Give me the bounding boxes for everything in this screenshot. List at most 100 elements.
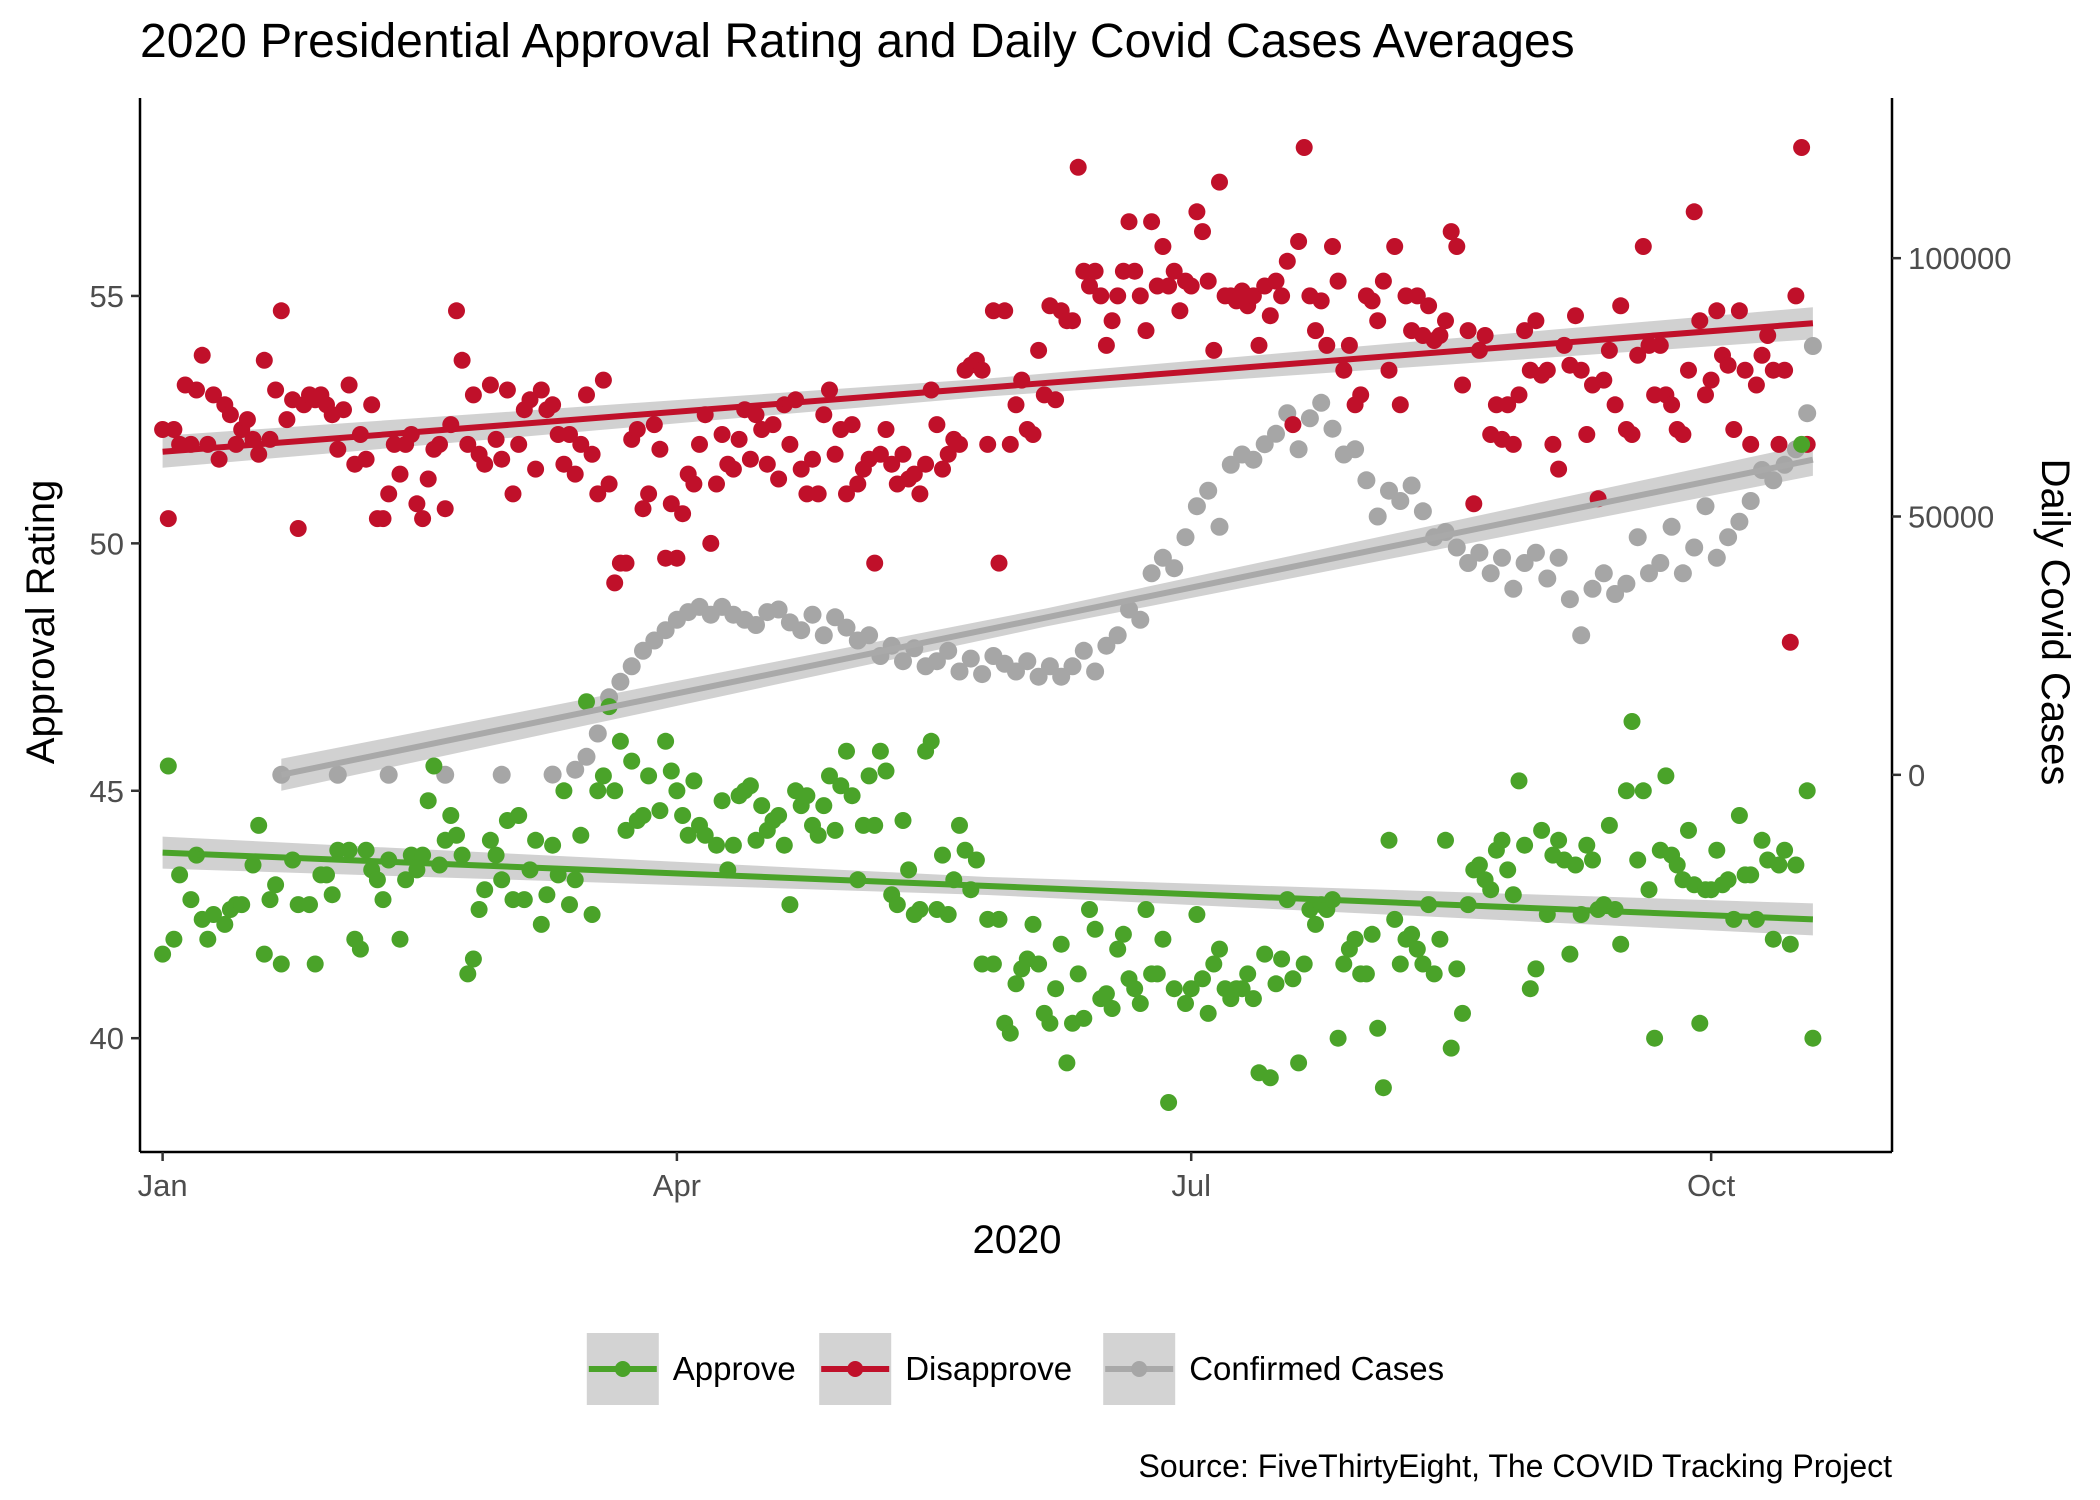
disapprove-point: [1685, 203, 1703, 221]
disapprove-point: [1047, 391, 1065, 409]
approve-point: [272, 955, 290, 973]
disapprove-point: [238, 411, 256, 429]
approve-point: [1148, 965, 1166, 983]
confirmed-cases-point: [837, 618, 856, 637]
confirmed-cases-point: [792, 621, 811, 640]
approve-point: [1578, 836, 1596, 854]
approve-point: [984, 955, 1002, 973]
approve-point: [951, 816, 968, 834]
confirmed-cases-point: [927, 652, 946, 671]
disapprove-point: [996, 302, 1014, 320]
confirmed-cases-point: [1798, 404, 1817, 423]
disapprove-point: [815, 406, 833, 424]
x-axis-label: 2020: [973, 1218, 1062, 1262]
approve-point: [1623, 713, 1641, 730]
approve-point: [1691, 1014, 1709, 1032]
disapprove-point: [894, 445, 912, 463]
disapprove-point: [1154, 238, 1172, 255]
approve-point: [1567, 856, 1584, 874]
approve-point: [1550, 831, 1568, 849]
disapprove-point: [1160, 277, 1178, 295]
disapprove-point: [685, 475, 703, 493]
approve-point: [566, 871, 584, 889]
approve-point: [1764, 930, 1782, 948]
confirmed-cases-point: [1165, 559, 1184, 578]
disapprove-point: [1086, 262, 1104, 280]
disapprove-point: [572, 435, 590, 453]
disapprove-point: [188, 381, 205, 399]
confirmed-cases-point: [1549, 548, 1568, 567]
approve-point: [199, 930, 217, 948]
disapprove-point: [764, 416, 782, 434]
approve-point: [1290, 1054, 1308, 1072]
disapprove-point: [504, 485, 522, 503]
confirmed-cases-point: [1572, 626, 1591, 645]
disapprove-point: [730, 430, 748, 448]
trend-lines: [162, 320, 1814, 923]
disapprove-point: [634, 500, 652, 518]
confirmed-cases-point: [1504, 579, 1523, 598]
approve-point: [1414, 955, 1432, 973]
approve-point: [159, 757, 177, 775]
disapprove-point: [436, 500, 454, 518]
legend-item-disapprove: Disapprove: [819, 1333, 1072, 1405]
approve-point: [1357, 965, 1375, 983]
disapprove-point: [1250, 336, 1268, 354]
approve-point: [515, 891, 533, 909]
approve-point: [922, 732, 940, 750]
confirmed-cases-point: [826, 608, 845, 627]
approve-point: [1369, 1019, 1387, 1037]
approve-point: [1194, 970, 1211, 988]
disapprove-point: [1674, 426, 1692, 443]
disapprove-point: [934, 460, 951, 478]
disapprove-point: [448, 302, 465, 320]
disapprove-point: [1374, 272, 1392, 290]
approve-point: [1052, 935, 1070, 953]
confirmed-cases-point: [543, 765, 562, 784]
confirmed-cases-point: [1391, 492, 1410, 510]
approve-point: [1431, 930, 1449, 948]
disapprove-point: [758, 455, 776, 473]
disapprove-point: [391, 465, 409, 483]
confirmed-cases-point: [1560, 590, 1579, 609]
disapprove-point: [1781, 633, 1799, 651]
disapprove-point: [606, 574, 624, 592]
confirmed-cases-point: [1097, 636, 1116, 655]
legend-key-point: [1131, 1361, 1148, 1377]
approve-point: [442, 807, 460, 824]
disapprove-point: [1691, 312, 1709, 330]
disapprove-point: [380, 485, 398, 503]
approve-point: [1787, 856, 1805, 874]
confirmed-cases-point: [1707, 548, 1726, 567]
confirmed-cases-point: [1210, 517, 1229, 536]
disapprove-point: [476, 455, 494, 473]
disapprove-point: [1244, 287, 1262, 305]
y-axis-label: Approval Rating: [19, 480, 63, 765]
approve-point: [1437, 831, 1454, 849]
disapprove-point: [1137, 322, 1155, 340]
disapprove-point: [1476, 327, 1494, 344]
disapprove-point: [1182, 277, 1200, 295]
confirmed-cases-point: [1673, 564, 1692, 583]
confirmed-cases-point: [1108, 626, 1127, 645]
disapprove-point: [498, 381, 516, 399]
disapprove-point: [1007, 396, 1025, 414]
approve-point: [368, 871, 386, 889]
confirmed-cases-point: [379, 765, 398, 784]
confirmed-cases-point: [1447, 538, 1466, 557]
approve-point: [956, 841, 974, 859]
confirmed-cases-point: [1741, 492, 1760, 510]
disapprove-point: [335, 401, 352, 419]
approve-point: [1346, 930, 1364, 948]
confirmed-cases-point: [1662, 517, 1681, 536]
confirmed-cases-point: [1470, 543, 1489, 562]
approve-point: [1776, 841, 1794, 859]
disapprove-point: [1261, 307, 1279, 325]
disapprove-point: [1318, 336, 1336, 354]
disapprove-point: [532, 381, 550, 399]
approve-point: [1657, 767, 1675, 785]
disapprove-point: [561, 426, 578, 443]
approve-point: [1640, 881, 1658, 899]
approve-point: [589, 782, 607, 800]
confirmed-cases-point: [1267, 424, 1285, 443]
